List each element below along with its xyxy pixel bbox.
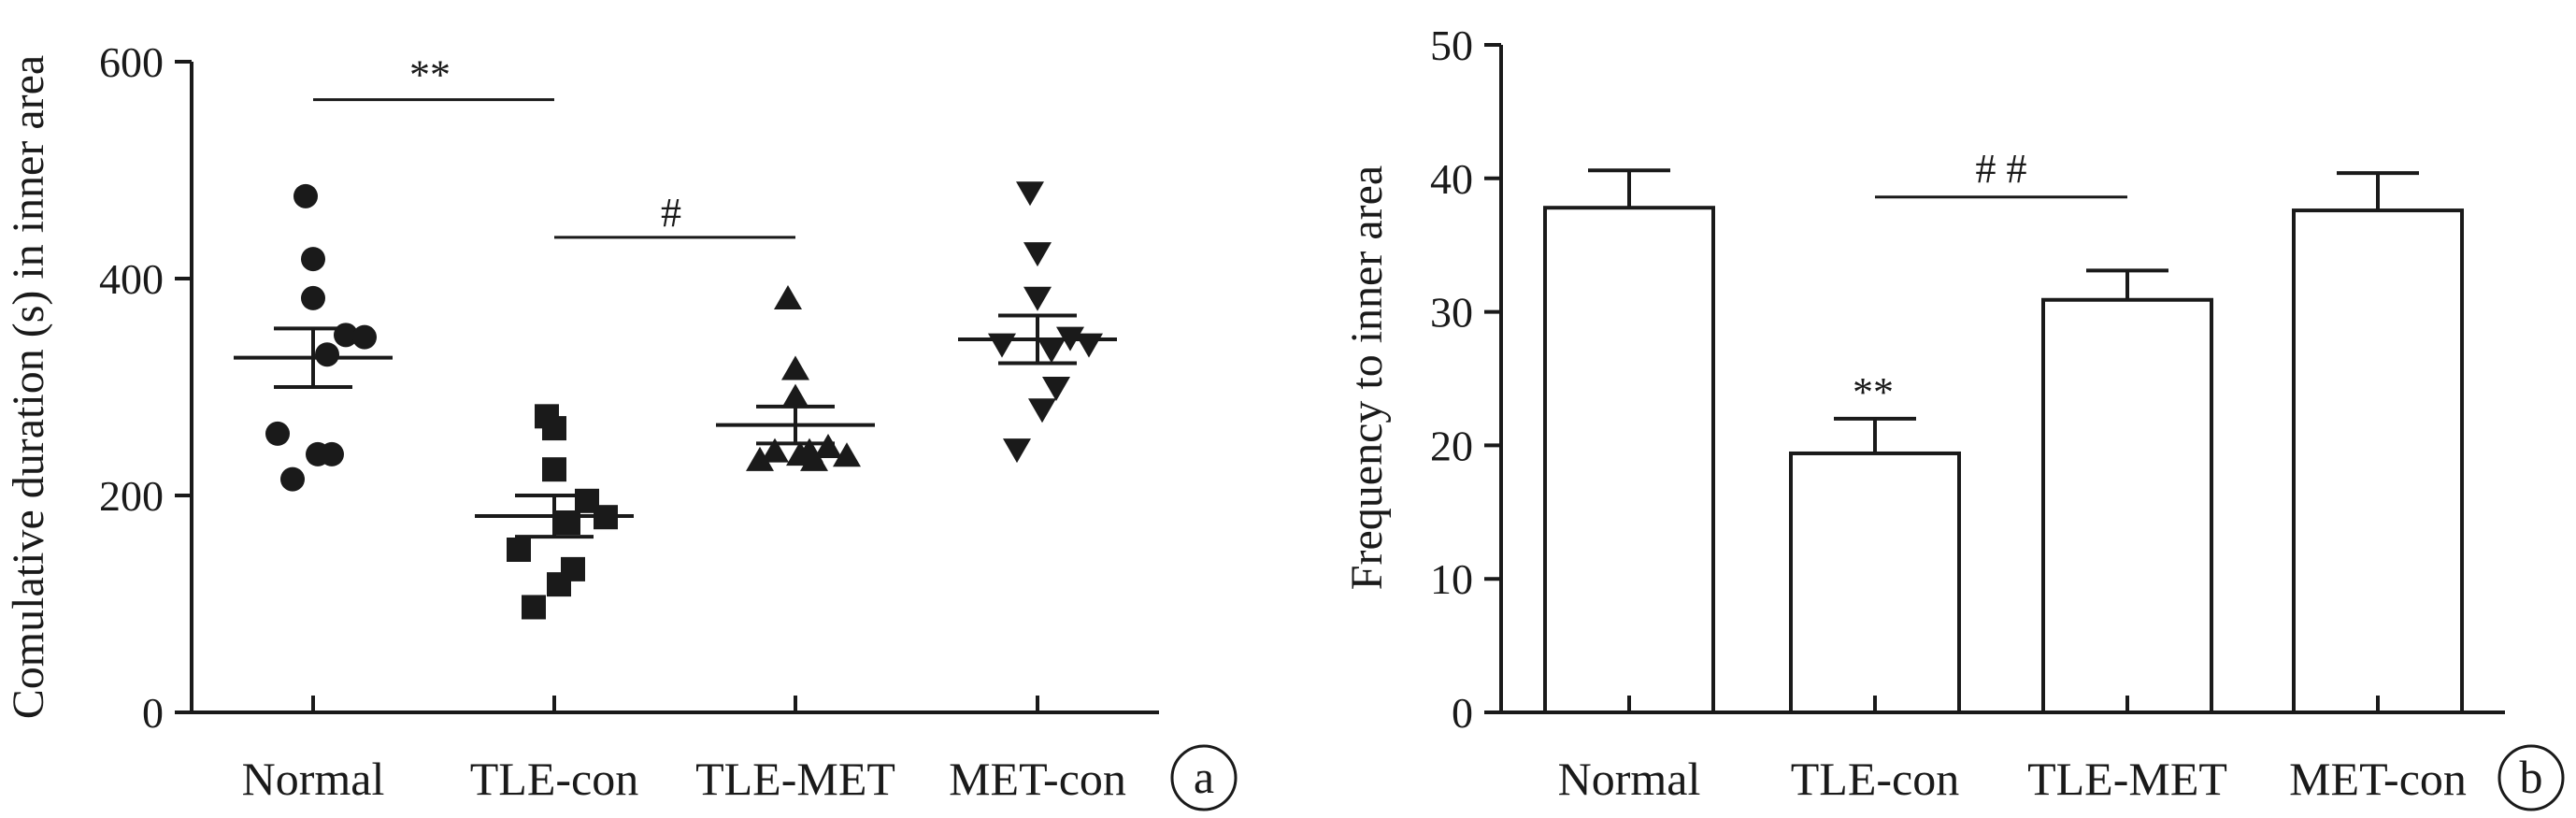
- data-point-triangle-down: [1023, 286, 1052, 311]
- data-point-square: [556, 510, 580, 535]
- data-point-triangle-up: [781, 355, 809, 380]
- data-point-triangle-up: [781, 383, 809, 409]
- data-point-triangle-up: [814, 433, 842, 458]
- data-point-square: [507, 538, 531, 562]
- x-category-label: MET-con: [949, 753, 1126, 805]
- y-tick-label: 10: [1430, 555, 1473, 603]
- x-category-label: TLE-MET: [2027, 753, 2227, 805]
- data-point-triangle-up: [833, 442, 861, 467]
- data-point-circle: [301, 285, 325, 310]
- y-tick-label: 20: [1430, 422, 1473, 469]
- data-point-circle: [315, 342, 339, 367]
- y-tick-label: 0: [1452, 689, 1473, 737]
- y-tick-label: 50: [1430, 22, 1473, 69]
- y-tick-label: 40: [1430, 155, 1473, 203]
- data-point-triangle-down: [1028, 398, 1056, 423]
- x-category-label: TLE-con: [1791, 753, 1959, 805]
- y-tick-label: 600: [99, 38, 164, 86]
- data-point-triangle-down: [1016, 181, 1044, 207]
- y-axis-label: Frequency to inner area: [1342, 165, 1392, 590]
- panel-label-circle: [2497, 744, 2565, 811]
- data-point-square: [522, 595, 546, 620]
- bar: [1789, 451, 1961, 714]
- data-point-circle: [352, 324, 377, 350]
- panel-b-bar-chart: ** 0 10 20 30 40 50 Normal TLE-con TLE-MET MET-con…: [1342, 22, 2565, 811]
- data-point-triangle-up: [746, 446, 774, 471]
- x-category-label: TLE-con: [470, 753, 638, 805]
- data-point-square: [542, 416, 566, 441]
- data-point-circle: [280, 466, 305, 492]
- bar: [1543, 206, 1715, 714]
- bar-significance-label: **: [1853, 369, 1894, 415]
- data-point-square: [547, 572, 571, 597]
- y-tick-label: 200: [99, 472, 164, 520]
- significance-marker: # #: [1976, 146, 2027, 192]
- data-point-triangle-down: [1042, 377, 1070, 401]
- data-point-triangle-down: [1003, 438, 1031, 464]
- x-category-label: TLE-MET: [695, 753, 895, 805]
- y-tick-label: 0: [142, 689, 164, 737]
- data-point-triangle-down: [1023, 242, 1052, 267]
- data-point-circle: [293, 183, 318, 208]
- data-point-circle: [306, 441, 330, 466]
- data-point-circle: [265, 421, 290, 446]
- data-point-triangle-up: [761, 438, 789, 463]
- panel-label: b: [2520, 751, 2543, 803]
- data-point-triangle-up: [774, 285, 802, 310]
- panel-label: a: [1194, 751, 1214, 803]
- x-category-label: Normal: [1558, 753, 1701, 805]
- y-tick-label: 30: [1430, 289, 1473, 337]
- bar: [2292, 208, 2464, 714]
- data-point-triangle-down: [1075, 333, 1103, 358]
- data-point-triangle-down: [988, 333, 1016, 358]
- panel-label-circle: [1170, 744, 1238, 811]
- significance-marker: **: [409, 52, 451, 98]
- x-category-label: MET-con: [2289, 753, 2467, 805]
- data-point-circle: [301, 247, 325, 272]
- panel-a-scatter-chart: 0 200 400 600 Normal TLE-con TLE-MET MET-con Com…: [4, 38, 1238, 811]
- y-tick-label: 400: [99, 255, 164, 303]
- data-point-triangle-down: [1038, 338, 1066, 364]
- data-point-triangle-up: [786, 441, 814, 466]
- x-category-label: Normal: [242, 753, 385, 805]
- data-point-square: [542, 457, 566, 482]
- y-axis-label: Comulative duration (s) in inner area: [4, 55, 53, 719]
- bar: [2041, 297, 2213, 714]
- significance-marker: #: [661, 190, 681, 236]
